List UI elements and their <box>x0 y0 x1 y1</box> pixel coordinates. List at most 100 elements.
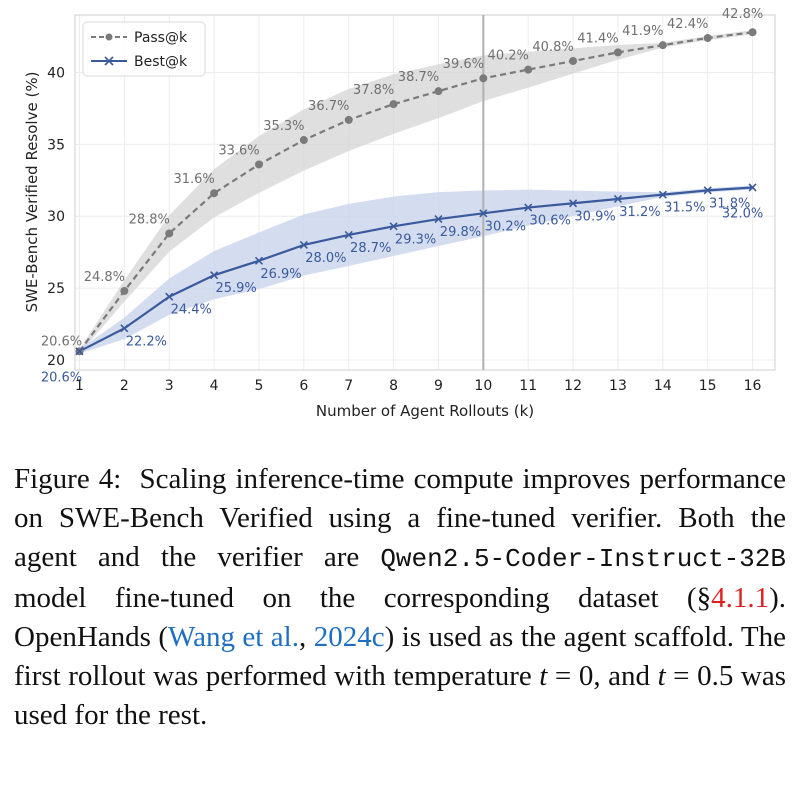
best-data-label-13: 31.2% <box>619 205 660 220</box>
temp-symbol-a: t <box>539 660 548 692</box>
x-tick-label-11: 11 <box>519 378 537 394</box>
pass-data-label-16: 42.8% <box>722 7 763 22</box>
best-point-7 <box>344 230 353 239</box>
best-point-13 <box>613 194 623 204</box>
model-name: Qwen2.5-Coder-Instruct-32B <box>380 544 786 574</box>
best-point-6 <box>299 240 308 250</box>
section-ref-link[interactable]: 4.1.1 <box>711 582 770 614</box>
pass-data-label-8: 37.8% <box>353 83 394 98</box>
best-point-14 <box>658 190 667 199</box>
chart: 20.6% 24.8% 28.8% 31.6% 33.6% 35.3% 36.7% 37.8%… <box>23 7 776 420</box>
best-data-label-2: 22.2% <box>126 334 167 349</box>
pass-point-14 <box>658 41 667 50</box>
y-axis-label: SWE-Bench Verified Resolve (%) <box>23 72 41 313</box>
best-data-label-1: 20.6% <box>41 370 82 385</box>
y-tick-label-40: 40 <box>47 65 65 81</box>
pass-point-6 <box>299 136 308 145</box>
x-tick-label-3: 3 <box>165 378 174 394</box>
y-tick-label-20: 20 <box>47 353 65 369</box>
caption-text-4: ) is used as the agent scaffold. The fir… <box>14 621 787 692</box>
pass-line <box>78 31 753 352</box>
pass-data-label-5: 33.6% <box>218 143 259 158</box>
plot-frame <box>74 14 776 371</box>
figure-label: Figure 4: <box>14 463 122 495</box>
citation-year-link[interactable]: 2024c <box>313 621 385 653</box>
x-tick-label-7: 7 <box>344 378 353 394</box>
best-point-10 <box>479 209 488 218</box>
best-data-label-16: 32.0% <box>722 206 763 221</box>
pass-data-label-11: 40.2% <box>488 49 529 64</box>
x-tick-label-16: 16 <box>744 378 762 394</box>
best-data-label-14: 31.5% <box>664 201 705 216</box>
best-data-label-5: 26.9% <box>260 267 301 282</box>
best-data-label-4: 25.9% <box>215 281 256 296</box>
legend: Pass@k Best@k <box>82 21 206 77</box>
pass-point-8 <box>389 100 398 109</box>
x-tick-label-10: 10 <box>474 378 492 394</box>
pass-data-label-7: 36.7% <box>308 99 349 114</box>
pass-point-13 <box>613 48 622 57</box>
x-tick-label-14: 14 <box>654 378 672 394</box>
x-tick-label-15: 15 <box>699 378 717 394</box>
best-data-label-15: 31.8% <box>709 196 750 211</box>
best-data-label-11: 30.6% <box>530 214 571 229</box>
best-point-15 <box>703 186 712 195</box>
best-data-label-6: 28.0% <box>305 251 346 266</box>
citation-author-link[interactable]: Wang et al. <box>168 621 299 653</box>
pass-data-label-13: 41.4% <box>577 31 618 46</box>
legend-box <box>82 21 206 77</box>
pass-data-label-2: 24.8% <box>84 270 125 285</box>
x-tick-label-9: 9 <box>434 378 443 394</box>
best-band <box>79 185 753 354</box>
pass-data-label-1: 20.6% <box>41 334 82 349</box>
best-point-3 <box>165 292 174 301</box>
x-tick-label-5: 5 <box>255 378 264 394</box>
best-point-4 <box>210 271 219 280</box>
best-data-label-10: 30.2% <box>485 219 526 234</box>
y-tick-label-35: 35 <box>47 137 65 153</box>
pass-data-label-3: 28.8% <box>129 212 170 227</box>
legend-best-label: Best@k <box>134 54 188 70</box>
pass-data-label-10: 39.6% <box>443 57 484 72</box>
x-tick-label-2: 2 <box>120 378 129 394</box>
series-lines <box>78 31 753 353</box>
best-point-2 <box>120 324 129 333</box>
pass-point-11 <box>524 65 533 74</box>
caption-text-1: Scaling inference-time compute improves … <box>14 463 786 573</box>
pass-point-2 <box>120 286 129 295</box>
temp-symbol-b: t <box>657 660 666 692</box>
pass-data-label-15: 42.4% <box>667 17 708 32</box>
best-point-16 <box>748 183 757 192</box>
series-markers <box>75 28 757 356</box>
best-point-11 <box>524 203 533 212</box>
best-data-label-12: 30.9% <box>574 209 615 224</box>
pass-data-label-9: 38.7% <box>398 70 439 85</box>
best-data-label-8: 29.3% <box>395 232 436 247</box>
pass-point-4 <box>210 189 219 198</box>
x-tick-label-1: 1 <box>75 378 84 394</box>
pass-data-label-14: 41.9% <box>622 24 663 39</box>
x-axis-label: Number of Agent Rollouts (k) <box>316 402 534 420</box>
best-line <box>78 186 753 353</box>
caption-text-5: = 0, and <box>547 660 658 692</box>
pass-point-16 <box>748 28 757 37</box>
y-tick-label-30: 30 <box>47 209 65 225</box>
pass-point-7 <box>344 115 353 124</box>
x-tick-label-8: 8 <box>389 378 398 394</box>
x-tick-label-12: 12 <box>564 378 582 394</box>
data-labels: 20.6% 24.8% 28.8% 31.6% 33.6% 35.3% 36.7% 37.8%… <box>41 7 763 385</box>
x-tick-label-6: 6 <box>299 378 308 394</box>
figure-caption: Figure 4: Scaling inference-time compute… <box>14 460 786 735</box>
pass-point-5 <box>254 160 263 169</box>
y-tick-label-25: 25 <box>47 281 65 297</box>
caption-text-6: = 0.5 was used for the rest. <box>14 660 786 731</box>
pass-data-label-6: 35.3% <box>263 119 304 134</box>
best-point-9 <box>434 215 443 224</box>
citation-sep: , <box>298 621 314 653</box>
pass-point-3 <box>165 229 174 238</box>
pass-point-10 <box>479 74 488 83</box>
legend-pass-label: Pass@k <box>134 30 188 46</box>
legend-pass-marker <box>105 33 113 41</box>
best-data-label-9: 29.8% <box>440 225 481 240</box>
